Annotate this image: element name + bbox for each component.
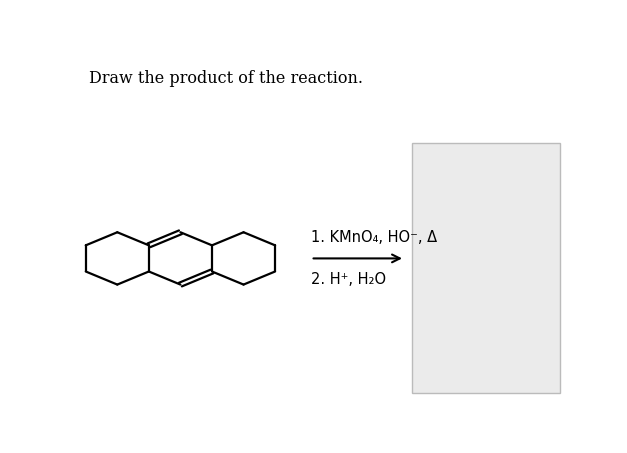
Bar [412, 143, 560, 393]
Text: Draw the product of the reaction.: Draw the product of the reaction. [89, 70, 363, 87]
Text: 2. H⁺, H₂O: 2. H⁺, H₂O [310, 272, 386, 287]
Text: 1. KMnO₄, HO⁻, Δ: 1. KMnO₄, HO⁻, Δ [310, 230, 437, 245]
